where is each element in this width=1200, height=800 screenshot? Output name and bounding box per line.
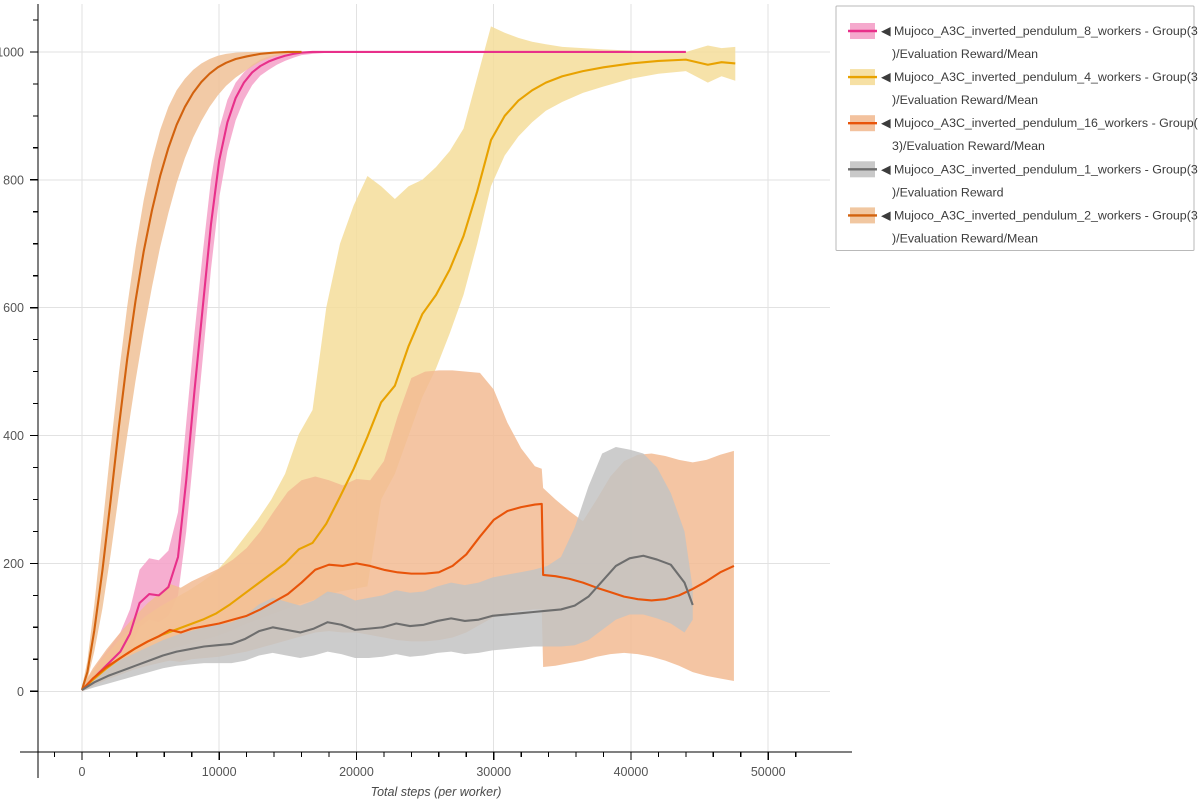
x-tick-label: 40000	[614, 765, 649, 779]
legend-label-line1: ◀ Mujoco_A3C_inverted_pendulum_1_workers…	[881, 162, 1198, 176]
series-mean-line[interactable]	[81, 50, 686, 691]
series-band	[81, 447, 693, 692]
legend-label-line1: ◀ Mujoco_A3C_inverted_pendulum_16_worker…	[881, 116, 1199, 130]
legend-label-line2: 3)/Evaluation Reward/Mean	[892, 139, 1045, 153]
legend-label-line2: )/Evaluation Reward/Mean	[892, 47, 1038, 61]
legend-label-line2: )/Evaluation Reward/Mean	[892, 93, 1038, 107]
series-band	[81, 26, 736, 692]
x-tick-label: 30000	[476, 765, 511, 779]
legend-label-line2: )/Evaluation Reward/Mean	[892, 231, 1038, 245]
legend[interactable]: ◀ Mujoco_A3C_inverted_pendulum_8_workers…	[835, 5, 1199, 251]
axes	[20, 4, 852, 778]
x-tick-label: 10000	[202, 765, 237, 779]
series-mean-line[interactable]	[81, 554, 694, 691]
legend-label-line2: )/Evaluation Reward	[892, 185, 1004, 199]
x-tick-label: 20000	[339, 765, 374, 779]
series-mean-line[interactable]	[81, 502, 735, 691]
y-tick-label: 800	[3, 173, 24, 187]
legend-item[interactable]: ◀ Mujoco_A3C_inverted_pendulum_2_workers…	[848, 207, 1198, 245]
y-tick-label: 600	[3, 301, 24, 315]
legend-item[interactable]: ◀ Mujoco_A3C_inverted_pendulum_4_workers…	[848, 69, 1198, 107]
series-mean-line[interactable]	[80, 50, 302, 691]
legend-box	[835, 5, 1195, 251]
x-axis-title: Total steps (per worker)	[371, 785, 502, 799]
series-mean-lines	[80, 50, 736, 691]
legend-item[interactable]: ◀ Mujoco_A3C_inverted_pendulum_16_worker…	[848, 115, 1199, 153]
y-tick-label: 200	[3, 557, 24, 571]
x-tick-label: 50000	[751, 765, 786, 779]
tick-labels: 0200400600800100001000020000300004000050…	[0, 45, 786, 779]
legend-label-line1: ◀ Mujoco_A3C_inverted_pendulum_2_workers…	[881, 208, 1198, 222]
legend-item[interactable]: ◀ Mujoco_A3C_inverted_pendulum_8_workers…	[848, 23, 1198, 61]
legend-item[interactable]: ◀ Mujoco_A3C_inverted_pendulum_1_workers…	[848, 161, 1198, 199]
y-tick-label: 400	[3, 429, 24, 443]
x-tick-label: 0	[78, 765, 85, 779]
series-mean-line[interactable]	[81, 58, 736, 691]
y-tick-label: 1000	[0, 45, 24, 59]
legend-label-line1: ◀ Mujoco_A3C_inverted_pendulum_8_workers…	[881, 24, 1198, 38]
y-tick-label: 0	[17, 685, 24, 699]
legend-label-line1: ◀ Mujoco_A3C_inverted_pendulum_4_workers…	[881, 70, 1198, 84]
